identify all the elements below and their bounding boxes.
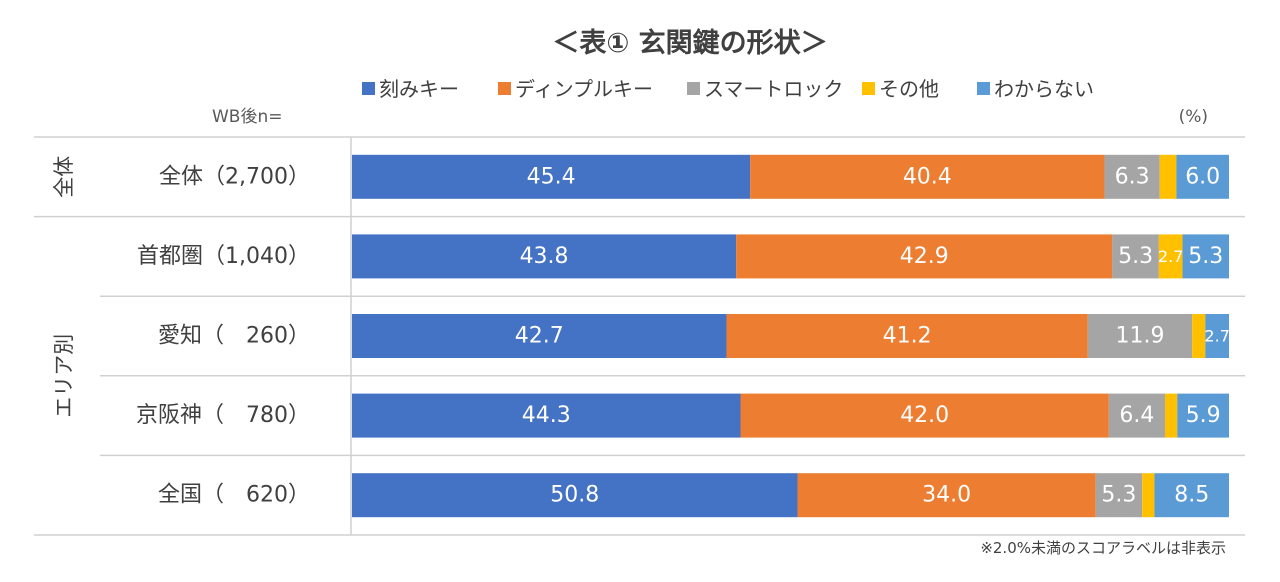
bar-segment-r2-s3	[1112, 234, 1159, 279]
data-label-r4-s3: 6.4	[1119, 403, 1154, 428]
category-labels: 全体（2,700） 首都圏（1,040） 愛知（ 260） 京阪神（ 780） 全国（ …	[136, 164, 310, 507]
chart-frame	[34, 136, 1245, 536]
bar-segment-r4-s1	[352, 393, 741, 438]
legend-swatch-3	[687, 82, 700, 95]
data-label-r3-s1: 42.7	[515, 324, 564, 349]
data-label-r2-s3: 5.3	[1118, 244, 1153, 269]
data-label-r2-s4: 2.7	[1158, 247, 1183, 266]
data-label-r5-s1: 50.8	[550, 483, 599, 508]
legend-swatch-1	[362, 82, 375, 95]
legend-label-4: その他	[879, 77, 939, 101]
bar-segment-r1-s2	[750, 154, 1105, 199]
bar-segment-r5-s1	[352, 473, 798, 518]
bar-segment-r5-s2	[797, 473, 1096, 518]
bar-segment-r3-s4	[1192, 314, 1206, 358]
data-label-r1-s3: 6.3	[1115, 164, 1150, 189]
data-label-r1-s5: 6.0	[1185, 164, 1220, 189]
bar-segment-r3-s3	[1087, 314, 1193, 358]
category-label-4: 京阪神（ 780）	[136, 403, 310, 428]
footnote: ※2.0%未満のスコアラベルは非表示	[980, 539, 1226, 557]
bar-segment-r1-s4	[1159, 154, 1177, 199]
data-label-r3-s5: 2.7	[1204, 327, 1229, 346]
legend-swatch-5	[977, 82, 990, 95]
bar-segment-r1-s5	[1176, 154, 1229, 199]
legend-label-3: スマートロック	[704, 77, 843, 101]
bar-segment-r2-s1	[352, 234, 737, 279]
data-label-r3-s2: 41.2	[883, 324, 932, 349]
legend-label-1: 刻みキー	[379, 77, 459, 101]
bar-segment-r3-s1	[352, 314, 727, 358]
bars: 45.4 40.4 6.3 6.0 43.8 42.9 5.3 2.7 5.3 42.7 41.2 1…	[352, 154, 1230, 518]
n-label: WB後n=	[212, 107, 283, 127]
bar-segment-r3-s5	[1205, 314, 1229, 358]
unit-label: (%)	[1179, 107, 1208, 127]
data-label-r1-s2: 40.4	[903, 164, 952, 189]
bar-segment-r2-s2	[736, 234, 1113, 279]
bar-segment-r2-s5	[1182, 234, 1229, 279]
data-label-r1-s1: 45.4	[527, 164, 576, 189]
legend-label-2: ディンプルキー	[515, 77, 653, 101]
bar-segment-r4-s4	[1164, 393, 1178, 438]
data-label-r5-s3: 5.3	[1101, 483, 1136, 508]
bar-segment-r4-s3	[1108, 393, 1165, 438]
bar-segment-r4-s2	[740, 393, 1109, 438]
data-label-r2-s2: 42.9	[900, 244, 949, 269]
group-label-2: エリア別	[52, 334, 76, 418]
chart-title: ＜表① 玄関鍵の形状＞	[552, 27, 827, 59]
bar-segment-r5-s3	[1095, 473, 1143, 518]
data-label-r4-s5: 5.9	[1186, 403, 1221, 428]
category-label-2: 首都圏（1,040）	[137, 244, 310, 269]
bar-segment-r1-s1	[352, 154, 751, 199]
legend-swatch-4	[862, 82, 875, 95]
data-label-r5-s5: 8.5	[1174, 483, 1209, 508]
bar-segment-r5-s5	[1154, 473, 1229, 518]
data-label-r5-s2: 34.0	[922, 483, 971, 508]
data-label-r3-s3: 11.9	[1115, 324, 1164, 349]
data-label-r4-s2: 42.0	[900, 403, 949, 428]
legend: 刻みキー ディンプルキー スマートロック その他 わからない	[362, 77, 1094, 101]
data-label-r2-s5: 5.3	[1188, 244, 1223, 269]
category-label-1: 全体（2,700）	[159, 164, 310, 189]
bar-segment-r2-s4	[1158, 234, 1183, 279]
legend-swatch-2	[498, 82, 511, 95]
bar-segment-r1-s3	[1104, 154, 1160, 199]
data-label-r4-s1: 44.3	[522, 403, 571, 428]
bar-segment-r4-s5	[1177, 393, 1229, 438]
category-label-5: 全国（ 620）	[158, 483, 310, 508]
group-label-1: 全体	[52, 156, 76, 198]
bar-segment-r3-s2	[726, 314, 1088, 358]
bar-segment-r5-s4	[1142, 473, 1155, 518]
category-label-3: 愛知（ 260）	[158, 324, 310, 349]
data-label-r2-s1: 43.8	[520, 244, 569, 269]
legend-label-5: わからない	[994, 77, 1094, 101]
